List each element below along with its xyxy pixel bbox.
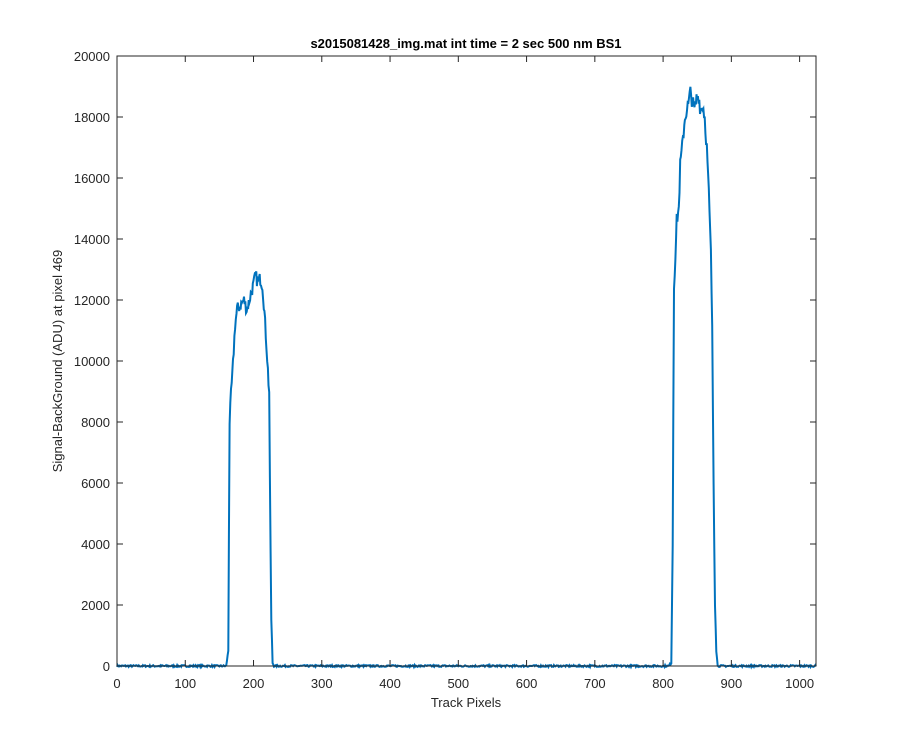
x-tick-label: 200 bbox=[243, 676, 265, 691]
y-axis: 0 2000 4000 6000 8000 10000 12000 14000 16000 180… bbox=[74, 49, 816, 674]
x-tick-label: 900 bbox=[721, 676, 743, 691]
x-tick-label: 700 bbox=[584, 676, 606, 691]
y-tick-label: 2000 bbox=[81, 598, 110, 613]
axes-box bbox=[116, 55, 817, 667]
x-axis-label: Track Pixels bbox=[431, 695, 502, 710]
x-tick-label: 100 bbox=[174, 676, 196, 691]
y-tick-label: 16000 bbox=[74, 171, 110, 186]
y-tick-label: 6000 bbox=[81, 476, 110, 491]
x-tick-label: 800 bbox=[652, 676, 674, 691]
y-tick-label: 8000 bbox=[81, 415, 110, 430]
x-tick-label: 0 bbox=[113, 676, 120, 691]
y-tick-label: 0 bbox=[103, 659, 110, 674]
y-tick-label: 12000 bbox=[74, 293, 110, 308]
y-tick-label: 4000 bbox=[81, 537, 110, 552]
y-tick-label: 14000 bbox=[74, 232, 110, 247]
y-tick-label: 18000 bbox=[74, 110, 110, 125]
x-tick-label: 600 bbox=[516, 676, 538, 691]
x-tick-label: 400 bbox=[379, 676, 401, 691]
x-tick-label: 500 bbox=[447, 676, 469, 691]
x-axis: 0 100 200 300 400 500 600 700 800 900 1000 bbox=[113, 56, 814, 691]
x-tick-label: 1000 bbox=[785, 676, 814, 691]
y-tick-label: 20000 bbox=[74, 49, 110, 64]
signal-line bbox=[116, 86, 817, 670]
chart-title: s2015081428_img.mat int time = 2 sec 500… bbox=[310, 36, 621, 51]
axes bbox=[116, 55, 817, 667]
plot-area bbox=[116, 86, 817, 670]
x-tick-label: 300 bbox=[311, 676, 333, 691]
y-tick-label: 10000 bbox=[74, 354, 110, 369]
y-axis-label: Signal-BackGround (ADU) at pixel 469 bbox=[50, 250, 65, 473]
